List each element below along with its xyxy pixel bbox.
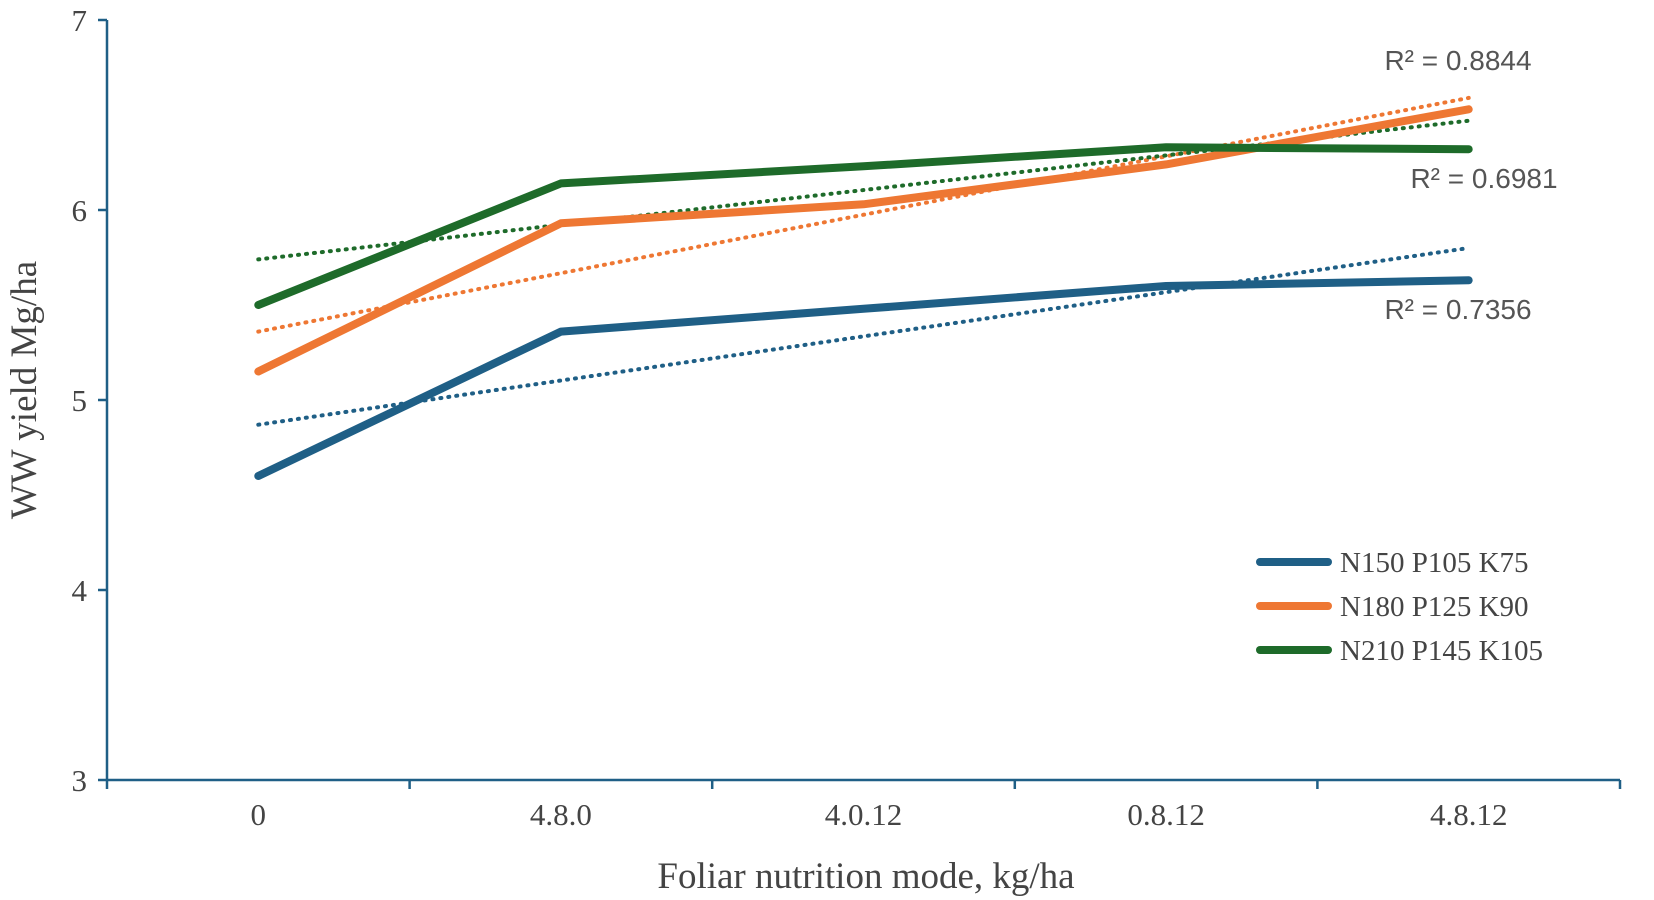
axes: 3 4 5 6 7 0 4.8.0 4.0.12 0.8.12 4.8.12 xyxy=(72,3,1622,832)
x-tick-label: 4.8.12 xyxy=(1430,797,1508,832)
x-tick-label: 0 xyxy=(251,797,267,832)
y-tick-label: 5 xyxy=(72,383,88,418)
series-line xyxy=(254,276,1473,480)
legend-label: N210 P145 K105 xyxy=(1340,635,1543,667)
y-tick-label: 7 xyxy=(72,3,88,38)
r2-label: R² = 0.6981 xyxy=(1410,163,1557,194)
x-axis-title: Foliar nutrition mode, kg/ha xyxy=(657,856,1074,897)
r2-label: R² = 0.7356 xyxy=(1384,294,1531,325)
r2-labels: R² = 0.7356 R² = 0.8844 R² = 0.6981 xyxy=(1384,45,1557,325)
y-tick-label: 4 xyxy=(72,573,88,608)
y-tick-label: 3 xyxy=(72,763,88,798)
y-axis-title: WW yield Mg/ha xyxy=(4,261,45,519)
r2-label: R² = 0.8844 xyxy=(1384,45,1531,76)
legend-label: N150 P105 K75 xyxy=(1340,547,1529,579)
x-tick-label: 0.8.12 xyxy=(1127,797,1205,832)
trendline xyxy=(256,95,1471,334)
x-tick-label: 4.8.0 xyxy=(530,797,592,832)
series-line xyxy=(254,143,1473,309)
trendline xyxy=(256,246,1471,427)
y-tick-label: 6 xyxy=(72,193,88,228)
legend: N150 P105 K75 N180 P125 K90 N210 P145 K105 xyxy=(1256,547,1543,667)
x-tick-label: 4.0.12 xyxy=(825,797,903,832)
series-lines xyxy=(254,105,1473,480)
legend-label: N180 P125 K90 xyxy=(1340,591,1529,623)
